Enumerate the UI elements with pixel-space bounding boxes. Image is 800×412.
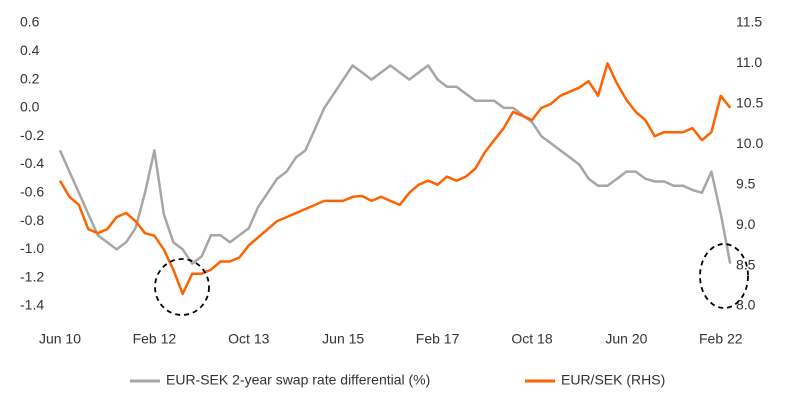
- y-tick-label: 0.2: [20, 70, 40, 86]
- y-tick-label: -0.8: [20, 212, 44, 228]
- x-tick-label: Jun 20: [605, 331, 647, 347]
- series-line: [58, 62, 732, 296]
- y2-tick-label: 9.0: [736, 216, 756, 232]
- x-tick-label: Oct 13: [228, 331, 269, 347]
- y2-tick-label: 8.0: [736, 297, 756, 313]
- x-tick-label: Jun 10: [39, 331, 81, 347]
- legend-label: EUR-SEK 2-year swap rate differential (%…: [166, 372, 430, 388]
- x-tick-label: Feb 17: [416, 331, 460, 347]
- y-tick-label: 0.6: [20, 14, 40, 30]
- y2-tick-label: 11.0: [736, 54, 762, 70]
- legend-label: EUR/SEK (RHS): [561, 372, 665, 388]
- series-line: [58, 64, 732, 265]
- y-tick-label: -0.4: [20, 155, 44, 171]
- y2-tick-label: 10.5: [736, 95, 763, 111]
- x-tick-label: Oct 18: [511, 331, 552, 347]
- y-tick-label: -1.2: [20, 268, 44, 284]
- y-tick-label: -1.0: [20, 240, 44, 256]
- x-tick-label: Jun 15: [322, 331, 364, 347]
- x-tick-label: Feb 12: [133, 331, 177, 347]
- x-tick-label: Feb 22: [699, 331, 743, 347]
- y2-tick-label: 11.5: [736, 14, 762, 30]
- y-tick-label: -0.2: [20, 127, 44, 143]
- y-tick-label: -1.4: [20, 297, 44, 313]
- y-tick-label: 0.4: [20, 42, 40, 58]
- y2-tick-label: 10.0: [736, 135, 763, 151]
- y2-tick-label: 9.5: [736, 175, 756, 191]
- y-tick-label: -0.6: [20, 184, 44, 200]
- y-tick-label: 0.0: [20, 99, 40, 115]
- highlight-circle: [699, 243, 749, 309]
- highlight-circle: [154, 258, 210, 316]
